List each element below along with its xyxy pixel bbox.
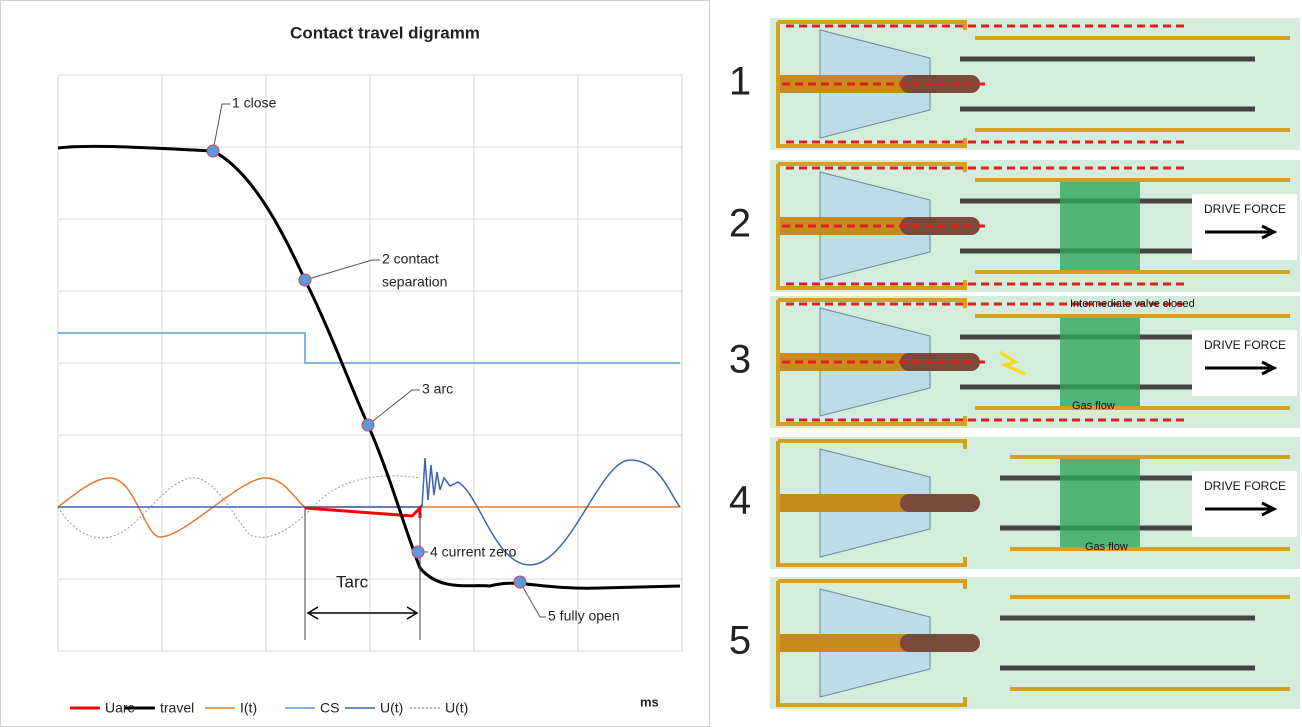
- drive-force-label: DRIVE FORCE: [1204, 338, 1286, 352]
- legend-label: U(t): [445, 700, 468, 716]
- legend-label: U(t): [380, 700, 403, 716]
- contact-pin: [900, 494, 980, 512]
- drive-force-label: DRIVE FORCE: [1204, 202, 1286, 216]
- breaker-panel: 4 DRIVE FORCE Gas flow: [729, 437, 1300, 569]
- event-marker: [299, 274, 311, 286]
- panel-number: 5: [729, 619, 751, 663]
- drive-force-label: DRIVE FORCE: [1204, 479, 1286, 493]
- legend-label: CS: [320, 700, 339, 716]
- gas-flow-label: Gas flow: [1085, 541, 1128, 553]
- event-marker: [207, 145, 219, 157]
- event-marker: [362, 419, 374, 431]
- legend-label: travel: [160, 700, 194, 716]
- legend-label: I(t): [240, 700, 257, 716]
- panel-number: 2: [729, 202, 751, 246]
- panel-number: 1: [729, 60, 751, 104]
- fixed-rod: [780, 634, 920, 652]
- breaker-panel: 3 Intermediate valve closed DRIVE FORCE Gas…: [729, 296, 1300, 428]
- compression-volume: [1060, 318, 1140, 406]
- panel-number: 3: [729, 338, 751, 382]
- breaker-panel: 2 DRIVE FORCE: [729, 160, 1300, 292]
- annotation: 4 current zero: [430, 544, 517, 560]
- page: Contact travel digramm 1 close 2 contact…: [0, 0, 1302, 727]
- panels: 1 2 DRIVE FORCE 3 Intermediate valve closed D…: [729, 18, 1300, 709]
- compression-volume: [1060, 459, 1140, 547]
- gas-flow-label: Gas flow: [1072, 400, 1115, 412]
- annotation: Tarc: [336, 572, 369, 591]
- chart-title: Contact travel digramm: [290, 23, 480, 42]
- contact-pin: [900, 634, 980, 652]
- compression-volume: [1060, 182, 1140, 270]
- annotation: separation: [382, 274, 447, 290]
- event-marker: [412, 546, 424, 558]
- annotation: 2 contact: [382, 251, 439, 267]
- breaker-panel: 1: [729, 18, 1300, 150]
- valve-label: Intermediate valve closed: [1070, 298, 1195, 310]
- event-marker: [514, 576, 526, 588]
- annotation: 5 fully open: [548, 608, 620, 624]
- x-unit: ms: [640, 694, 659, 709]
- annotation: 1 close: [232, 95, 277, 111]
- panel-number: 4: [729, 479, 751, 523]
- breaker-panel: 5: [729, 577, 1300, 709]
- annotation: 3 arc: [422, 381, 453, 397]
- fixed-rod: [780, 494, 920, 512]
